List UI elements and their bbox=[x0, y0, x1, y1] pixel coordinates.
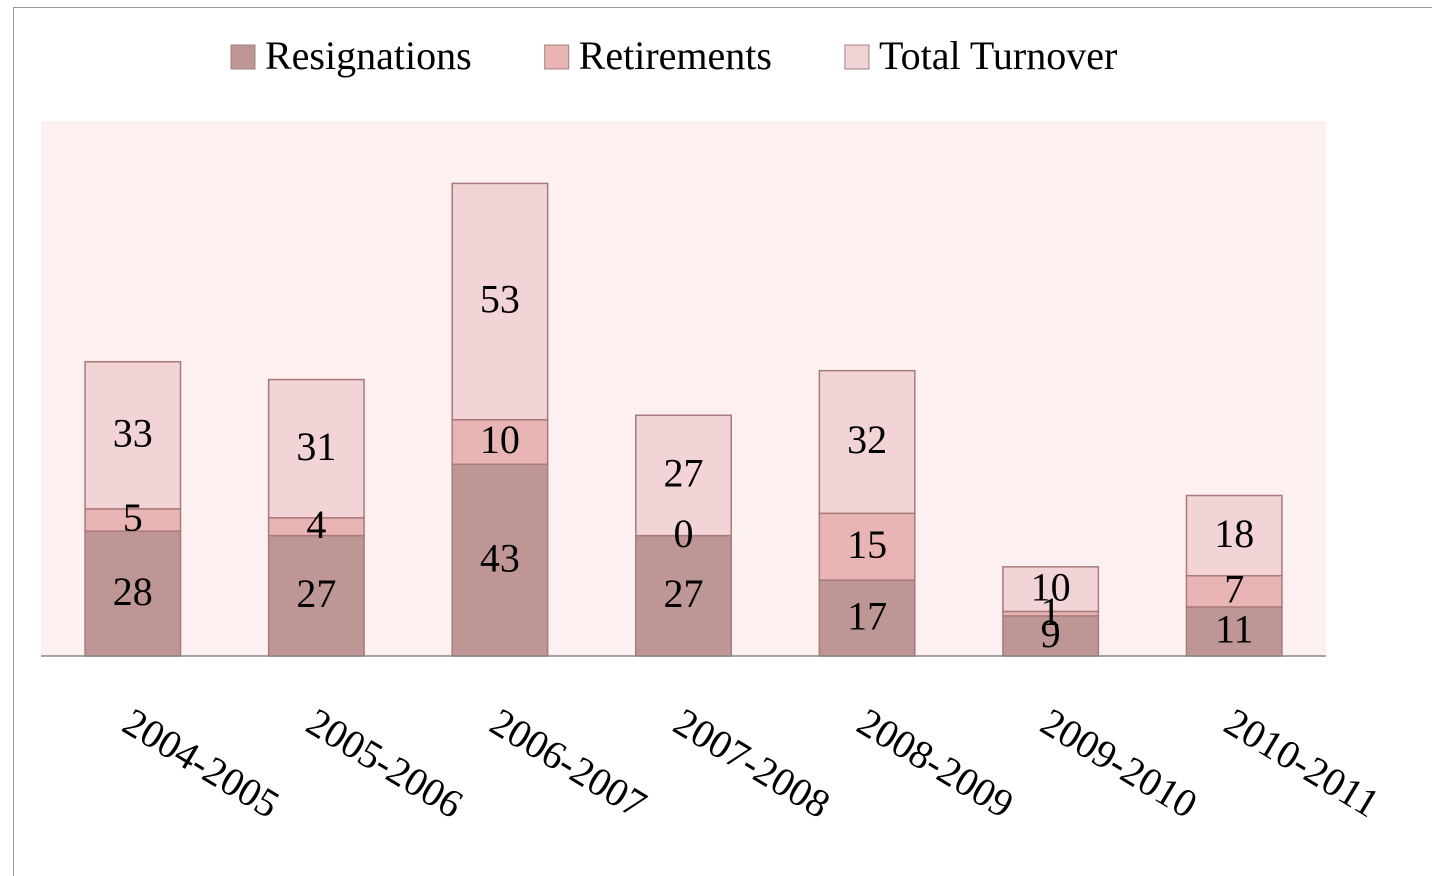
bar-segment bbox=[451, 182, 549, 421]
bar-segment bbox=[451, 463, 549, 657]
data-label: 10 bbox=[480, 417, 520, 462]
data-label: 33 bbox=[113, 410, 153, 455]
data-label: 10 bbox=[1031, 564, 1071, 609]
bar-segment bbox=[451, 418, 549, 466]
legend-label: Retirements bbox=[579, 33, 772, 78]
data-label: 53 bbox=[480, 277, 520, 322]
bar-segment bbox=[635, 414, 732, 537]
data-label: 9 bbox=[1041, 611, 1061, 656]
bar-segment bbox=[84, 530, 182, 657]
bar-segment bbox=[84, 361, 182, 510]
legend-label: Resignations bbox=[265, 33, 472, 78]
data-label: 5 bbox=[123, 495, 143, 540]
data-label: 7 bbox=[1224, 567, 1244, 612]
data-label: 18 bbox=[1214, 511, 1254, 556]
legend-swatch bbox=[230, 44, 256, 70]
bar-segment bbox=[818, 369, 916, 515]
data-label: 31 bbox=[296, 424, 336, 469]
data-label: 0 bbox=[674, 511, 694, 556]
data-label: 15 bbox=[847, 522, 887, 567]
data-label: 28 bbox=[113, 569, 153, 614]
data-label: 4 bbox=[306, 502, 326, 547]
bar-segment bbox=[1185, 494, 1283, 577]
data-label: 17 bbox=[847, 593, 887, 638]
legend-label: Total Turnover bbox=[879, 33, 1117, 78]
legend-swatch bbox=[544, 44, 570, 70]
bar-segment bbox=[267, 378, 365, 519]
legend-swatch bbox=[844, 44, 870, 70]
data-label: 32 bbox=[847, 417, 887, 462]
data-label: 27 bbox=[664, 451, 704, 496]
bar-segment bbox=[818, 579, 916, 657]
bar-segment bbox=[267, 534, 365, 657]
data-label: 1 bbox=[1041, 589, 1061, 634]
data-label: 27 bbox=[296, 571, 336, 616]
bar-segment bbox=[818, 512, 916, 581]
bar-segment bbox=[1002, 566, 1100, 613]
data-label: 11 bbox=[1215, 607, 1254, 652]
data-label: 43 bbox=[480, 535, 520, 580]
data-label: 27 bbox=[664, 571, 704, 616]
